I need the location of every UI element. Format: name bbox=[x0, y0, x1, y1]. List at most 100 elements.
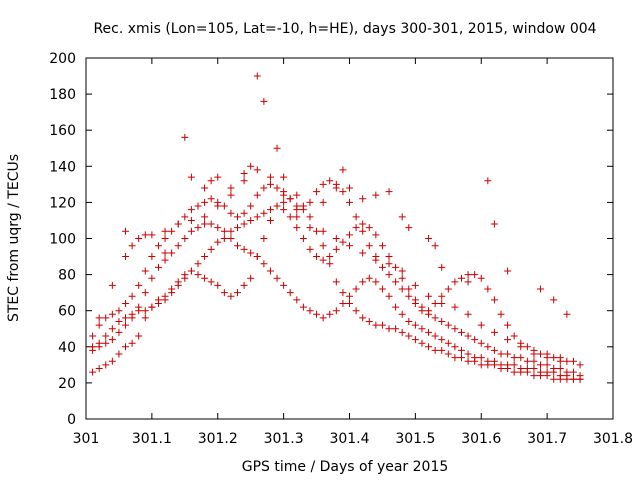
data-point bbox=[95, 314, 103, 322]
data-points bbox=[89, 72, 584, 383]
data-point bbox=[234, 242, 242, 250]
x-tick-label: 301.8 bbox=[593, 431, 633, 447]
data-point bbox=[372, 321, 380, 329]
data-point bbox=[405, 332, 413, 340]
data-point bbox=[115, 350, 123, 358]
data-point bbox=[425, 292, 433, 300]
data-point bbox=[359, 227, 367, 235]
x-tick-label: 301 bbox=[73, 431, 100, 447]
data-point bbox=[411, 281, 419, 289]
data-point bbox=[187, 206, 195, 214]
data-point bbox=[161, 296, 169, 304]
data-point bbox=[201, 213, 209, 221]
data-point bbox=[457, 274, 465, 282]
data-point bbox=[451, 354, 459, 362]
y-axis-label: STEC from uqrg / TECUs bbox=[6, 154, 22, 322]
y-tick-label: 180 bbox=[49, 87, 76, 103]
data-point bbox=[431, 242, 439, 250]
data-point bbox=[319, 314, 327, 322]
data-point bbox=[260, 97, 268, 105]
data-point bbox=[319, 242, 327, 250]
data-point bbox=[326, 260, 334, 268]
data-point bbox=[497, 361, 505, 369]
data-point bbox=[194, 224, 202, 232]
data-point bbox=[418, 303, 426, 311]
data-point bbox=[280, 281, 288, 289]
data-point bbox=[438, 346, 446, 354]
data-point bbox=[201, 198, 209, 206]
data-point bbox=[537, 361, 545, 369]
data-point bbox=[181, 274, 189, 282]
data-point bbox=[306, 198, 314, 206]
data-point bbox=[550, 375, 558, 383]
data-point bbox=[102, 314, 110, 322]
data-point bbox=[122, 321, 130, 329]
data-point bbox=[411, 296, 419, 304]
data-point bbox=[372, 191, 380, 199]
data-point bbox=[102, 361, 110, 369]
data-point bbox=[392, 278, 400, 286]
data-point bbox=[477, 274, 485, 282]
data-point bbox=[95, 339, 103, 347]
data-point bbox=[207, 195, 215, 203]
data-point bbox=[378, 263, 386, 271]
data-point bbox=[378, 285, 386, 293]
data-point bbox=[299, 303, 307, 311]
data-point bbox=[326, 253, 334, 261]
data-point bbox=[194, 202, 202, 210]
data-point bbox=[537, 285, 545, 293]
data-point bbox=[313, 188, 321, 196]
data-point bbox=[187, 267, 195, 275]
data-point bbox=[240, 281, 248, 289]
data-point bbox=[273, 144, 281, 152]
data-point bbox=[266, 180, 274, 188]
data-point bbox=[543, 368, 551, 376]
data-point bbox=[108, 325, 116, 333]
data-point bbox=[227, 227, 235, 235]
chart-title: Rec. xmis (Lon=105, Lat=-10, h=HE), days… bbox=[93, 21, 596, 37]
data-point bbox=[240, 209, 248, 217]
data-point bbox=[405, 285, 413, 293]
data-point bbox=[438, 336, 446, 344]
data-point bbox=[102, 339, 110, 347]
data-point bbox=[451, 278, 459, 286]
data-point bbox=[523, 357, 531, 365]
data-point bbox=[240, 220, 248, 228]
data-point bbox=[490, 220, 498, 228]
data-point bbox=[490, 346, 498, 354]
data-point bbox=[247, 216, 255, 224]
data-point bbox=[293, 206, 301, 214]
x-tick-label: 301.2 bbox=[198, 431, 238, 447]
data-point bbox=[280, 198, 288, 206]
data-point bbox=[418, 325, 426, 333]
data-point bbox=[385, 325, 393, 333]
data-point bbox=[266, 173, 274, 181]
data-point bbox=[352, 307, 360, 315]
data-point bbox=[517, 354, 525, 362]
data-point bbox=[201, 184, 209, 192]
data-point bbox=[260, 184, 268, 192]
data-point bbox=[346, 242, 353, 250]
data-point bbox=[378, 242, 386, 250]
data-point bbox=[378, 321, 386, 329]
data-point bbox=[457, 328, 465, 336]
data-point bbox=[339, 166, 347, 174]
data-point bbox=[497, 310, 505, 318]
data-point bbox=[359, 249, 367, 257]
data-point bbox=[115, 328, 123, 336]
data-point bbox=[497, 350, 505, 358]
y-tick-label: 200 bbox=[49, 51, 76, 67]
data-point bbox=[280, 173, 288, 181]
data-point bbox=[253, 166, 261, 174]
data-point bbox=[128, 339, 136, 347]
data-point bbox=[563, 357, 571, 365]
data-point bbox=[141, 289, 149, 297]
x-tick-label: 301.6 bbox=[461, 431, 501, 447]
data-point bbox=[471, 354, 479, 362]
data-point bbox=[550, 354, 558, 362]
data-point bbox=[240, 177, 248, 185]
data-point bbox=[227, 209, 235, 217]
data-point bbox=[392, 303, 400, 311]
data-point bbox=[504, 321, 512, 329]
data-point bbox=[161, 235, 169, 242]
